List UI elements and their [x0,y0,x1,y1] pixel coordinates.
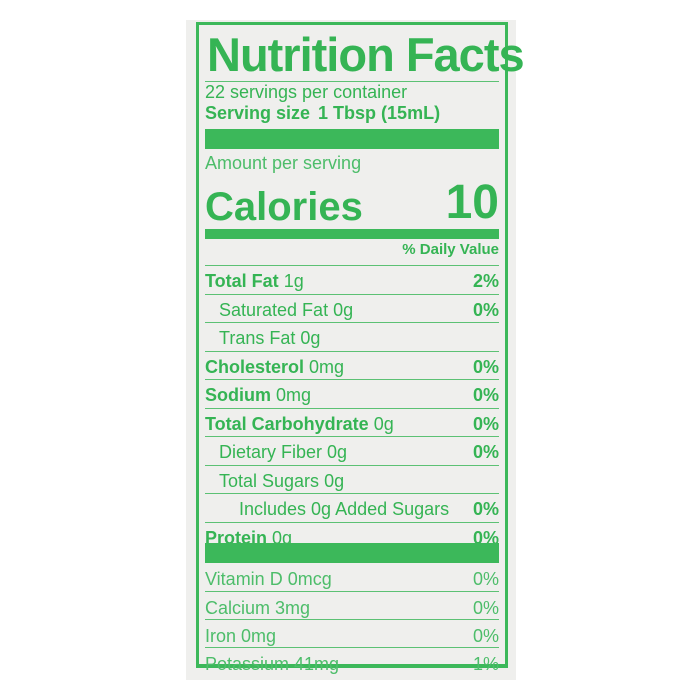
nutrient-amount: 1g [283,271,304,291]
vitamin-row: Calcium 3mg 0% [205,591,499,619]
vitamin-label: Potassium 41mg [205,654,340,674]
amount-per-serving: Amount per serving [205,153,362,173]
label-title: Nutrition Facts [207,28,525,81]
vitamin-label: Vitamin D 0mcg [205,569,332,589]
nutrient-name: Includes 0g Added Sugars [205,499,449,520]
daily-value-header: % Daily Value [402,241,499,258]
nutrient-amount: 0g [373,413,394,434]
nutrient-daily-value: 0% [472,299,499,320]
amount-row: Amount per serving [205,153,499,174]
nutrient-name: Trans Fat 0g [205,328,320,349]
nutrient-amount: 0g [333,299,354,320]
calories-value: 10 [445,176,499,229]
servings-per-container: 22 servings per container [205,82,408,102]
vitamin-daily-value: 0% [472,626,499,646]
nutrient-row: Protein 0g 0% [205,521,499,549]
nutrient-row: Saturated Fat 0g 0% [205,293,499,321]
nutrient-amount: 0g [300,328,321,348]
nutrient-name: Total Carbohydrate 0g [205,414,394,435]
nutrient-label: Includes 0g Added Sugars [239,499,450,519]
nutrient-daily-value: 0% [472,385,499,405]
nutrient-label: Trans Fat [219,328,296,348]
nutrient-name: Protein 0g [205,528,292,549]
serving-size-row: Serving size 1 Tbsp (15mL) [205,103,499,124]
nutrient-daily-value: 0% [472,527,499,548]
vitamin-daily-value: 0% [472,569,499,589]
calories-label: Calories [205,185,363,229]
nutrient-amount: 0g [324,470,345,491]
nutrient-amount: 0mg [276,385,312,405]
nutrient-daily-value: 0% [472,356,499,377]
nutrient-name: Dietary Fiber 0g [205,442,347,463]
vitamin-label: Calcium 3mg [205,598,311,618]
vitamin-daily-value: 1% [472,654,499,674]
serving-size-value: 1 Tbsp (15mL) [318,103,441,123]
nutrient-amount: 0g [272,527,293,548]
vitamin-row: Vitamin D 0mcg 0% [205,563,499,590]
nutrient-daily-value: 2% [472,271,499,291]
nutrient-name: Sodium 0mg [205,385,311,406]
nutrient-label: Dietary Fiber [219,442,323,462]
nutrient-row: Trans Fat 0g [205,322,499,349]
vitamin-label: Iron 0mg [205,626,277,646]
nutrient-daily-value: 0% [472,413,499,434]
thick-divider [205,543,499,563]
nutrient-row: Total Sugars 0g [205,464,499,492]
vitamin-daily-value: 0% [472,598,499,618]
servings-row: 22 servings per container [205,81,499,103]
medium-divider [205,229,499,239]
nutrition-facts-label: Nutrition Facts 22 servings per containe… [196,22,525,674]
nutrient-name: Total Sugars 0g [205,471,344,492]
nutrient-label: Protein [205,527,268,548]
calories-row: Calories 10 [205,175,499,230]
vitamin-row: Iron 0mg 0% [205,619,499,647]
nutrient-label: Total Fat [205,271,279,291]
nutrient-label: Total Carbohydrate [205,413,369,434]
nutrient-label: Sodium [205,385,271,405]
nutrient-name: Cholesterol 0mg [205,357,344,378]
thick-divider [205,129,499,149]
nutrient-row: Sodium 0mg 0% [205,379,499,406]
nutrient-amount: 0mg [309,356,345,377]
daily-value-row: % Daily Value [205,241,499,258]
nutrient-name: Saturated Fat 0g [205,300,353,321]
serving-size-label: Serving size [205,103,311,123]
nutrient-daily-value: 0% [472,442,499,462]
nutrient-row: Total Fat 1g 2% [205,265,499,292]
nutrient-row: Total Carbohydrate 0g 0% [205,407,499,435]
nutrient-row: Dietary Fiber 0g 0% [205,436,499,463]
nutrient-daily-value: 0% [472,499,499,519]
nutrient-row: Cholesterol 0mg 0% [205,350,499,378]
nutrient-amount: 0g [327,442,348,462]
nutrient-label: Cholesterol [205,356,305,377]
nutrient-row: Includes 0g Added Sugars 0% [205,493,499,520]
nutrient-name: Total Fat 1g [205,271,304,292]
vitamin-row: Potassium 41mg 1% [205,647,499,675]
nutrient-label: Saturated Fat [219,299,329,320]
nutrient-label: Total Sugars [219,470,320,491]
